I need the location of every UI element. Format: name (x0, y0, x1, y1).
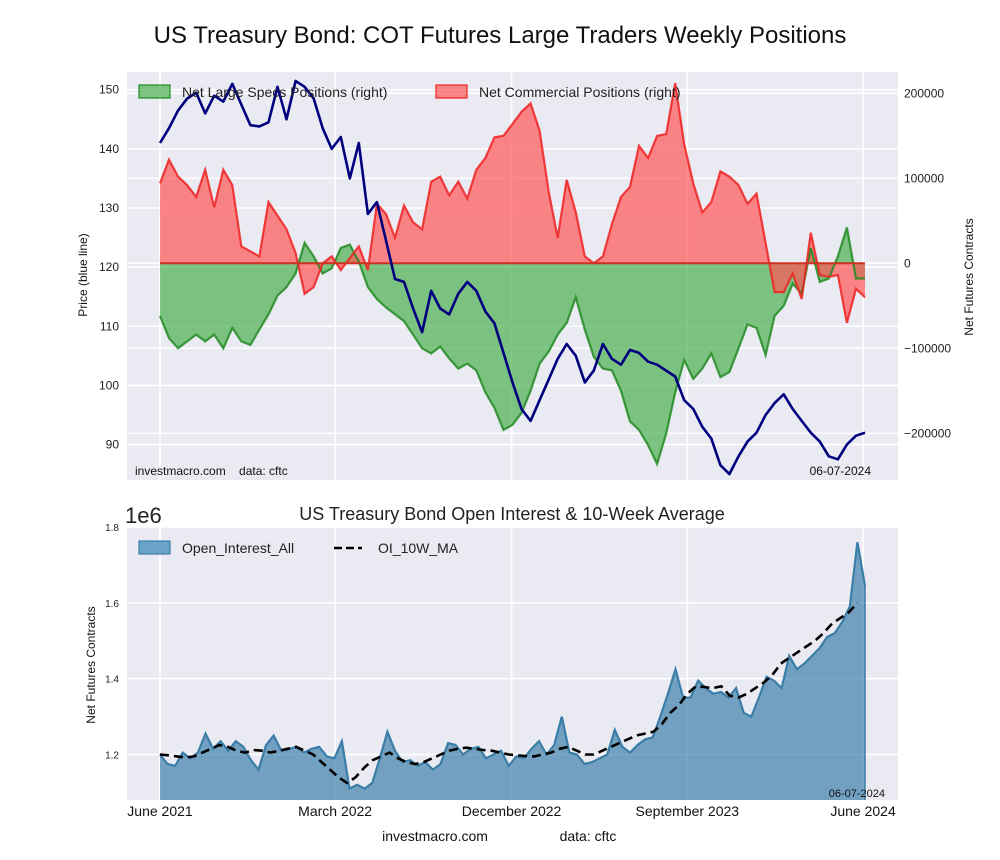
top-ytick-left-label: 110 (100, 319, 119, 333)
top-date-note: 06-07-2024 (810, 464, 872, 478)
specs-line (158, 227, 865, 467)
legend-swatch-commercial (435, 84, 468, 99)
ma-line (159, 601, 859, 785)
bottom-ylabel: Net Futures Contracts (84, 606, 98, 723)
price-line (158, 79, 866, 476)
top-ytick-left-label: 90 (106, 438, 120, 452)
legend-label-open-interest: Open_Interest_All (182, 540, 294, 556)
bottom-areas (159, 542, 867, 800)
bottom-ytick-label: 1.8 (105, 523, 119, 534)
footer-source: data: cftc (560, 828, 617, 844)
top-areas (158, 82, 866, 467)
bottom-xtick-label: December 2022 (462, 803, 562, 819)
bottom-panel: US Treasury Bond Open Interest & 10-Week… (84, 503, 898, 819)
top-ytick-right-label: −100000 (904, 341, 951, 355)
open-interest-line (159, 542, 867, 791)
top-ylabel-left: Price (blue line) (76, 233, 90, 316)
top-ytick-left-label: 150 (99, 83, 119, 97)
bottom-chart-title: US Treasury Bond Open Interest & 10-Week… (299, 504, 725, 524)
legend-swatch-specs (138, 84, 171, 99)
specs-area (160, 227, 865, 464)
top-source-note: investmacro.com data: cftc (135, 464, 288, 478)
legend-label-specs: Net Large Specs Positions (right) (182, 84, 387, 100)
bottom-ytick-label: 1.2 (105, 751, 119, 762)
top-ytick-right-label: 200000 (904, 86, 944, 100)
bottom-ytick-label: 1.6 (105, 599, 119, 610)
bottom-xticks: June 2021 March 2022 December 2022 Septembe… (127, 803, 896, 819)
top-lines (158, 79, 866, 476)
main-title: US Treasury Bond: COT Futures Large Trad… (153, 22, 847, 49)
top-ytick-right-label: 100000 (904, 171, 944, 185)
top-ytick-left-label: 100 (99, 378, 119, 392)
footer-site: investmacro.com (382, 828, 488, 844)
top-ytick-left-label: 130 (99, 201, 119, 215)
top-ylabel-right: Net Futures Contracts (962, 218, 976, 335)
top-ytick-left-label: 120 (99, 260, 119, 274)
top-yticks-right: −200000 −100000 0 100000 200000 (904, 86, 951, 440)
legend-swatch-open-interest (138, 540, 171, 555)
legend-label-commercial: Net Commercial Positions (right) (479, 84, 681, 100)
bottom-date-note: 06-07-2024 (829, 788, 885, 800)
bottom-ytick-label: 1.4 (105, 675, 119, 686)
bottom-y-scale-label: 1e6 (125, 503, 162, 528)
top-ytick-left-label: 140 (99, 142, 119, 156)
bottom-xtick-label: June 2024 (830, 803, 896, 819)
top-yticks-left: 90 100 110 120 130 140 150 (99, 83, 119, 452)
bottom-xtick-label: March 2022 (298, 803, 372, 819)
top-ytick-right-label: −200000 (904, 426, 951, 440)
open-interest-area (160, 542, 865, 800)
top-ytick-right-label: 0 (904, 256, 911, 270)
bottom-yticks: 1.2 1.4 1.6 1.8 (105, 523, 119, 762)
bottom-legend: Open_Interest_All OI_10W_MA (138, 540, 459, 556)
top-panel: 90 100 110 120 130 140 150 −200000 −100000 0 1000… (76, 72, 976, 480)
bottom-xtick-label: June 2021 (127, 803, 193, 819)
bottom-xtick-label: September 2023 (636, 803, 740, 819)
legend-label-ma: OI_10W_MA (378, 540, 459, 556)
top-legend: Net Large Specs Positions (right) Net Co… (138, 84, 681, 100)
commercial-line (158, 82, 866, 324)
